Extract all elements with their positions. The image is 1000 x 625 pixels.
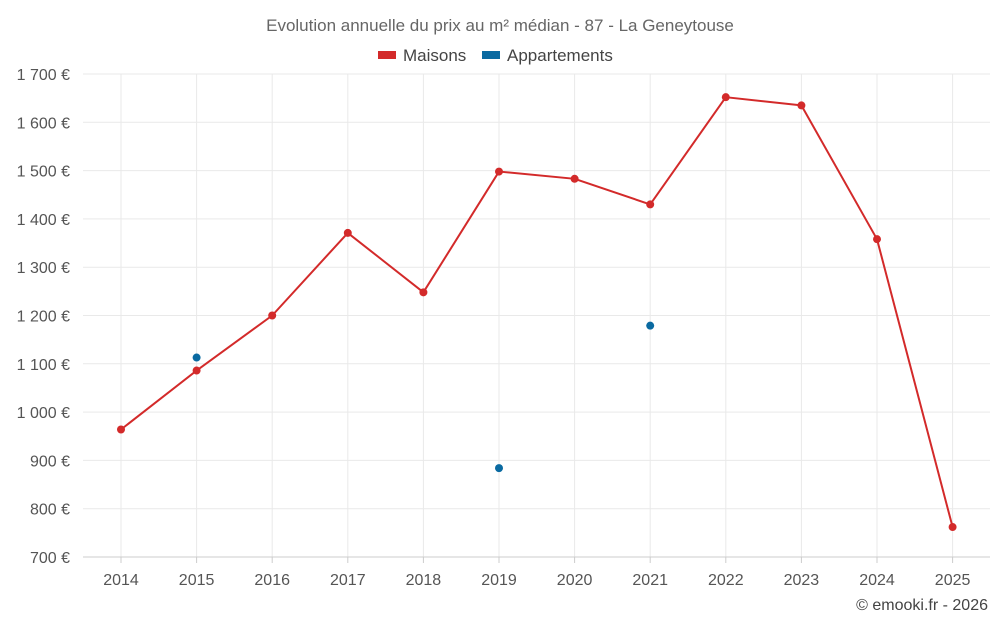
x-tick-label: 2015 xyxy=(179,572,215,589)
x-tick-label: 2021 xyxy=(632,572,668,589)
y-tick-label: 700 € xyxy=(30,550,70,567)
x-tick-label: 2014 xyxy=(103,572,139,589)
y-tick-label: 1 500 € xyxy=(17,164,70,181)
legend-label-maisons[interactable]: Maisons xyxy=(403,46,466,65)
x-tick-label: 2016 xyxy=(254,572,290,589)
data-point-maisons[interactable] xyxy=(873,235,881,244)
x-tick-label: 2022 xyxy=(708,572,744,589)
x-tick-label: 2024 xyxy=(859,572,895,589)
x-tick-label: 2018 xyxy=(406,572,442,589)
y-tick-label: 1 700 € xyxy=(17,67,70,84)
chart-title: Evolution annuelle du prix au m² médian … xyxy=(266,16,734,35)
x-tick-label: 2019 xyxy=(481,572,517,589)
y-tick-label: 1 000 € xyxy=(17,405,70,422)
legend-swatch-maisons xyxy=(378,51,396,59)
series-line-maisons xyxy=(120,96,954,528)
x-tick-label: 2025 xyxy=(935,572,971,589)
x-tick-label: 2020 xyxy=(557,572,593,589)
data-point-maisons[interactable] xyxy=(721,93,730,102)
y-tick-label: 1 200 € xyxy=(17,309,70,326)
data-point-maisons[interactable] xyxy=(192,366,201,375)
data-point-maisons[interactable] xyxy=(343,228,352,237)
y-tick-label: 900 € xyxy=(30,453,70,470)
x-tick-label: 2017 xyxy=(330,572,366,589)
x-tick-label: 2023 xyxy=(784,572,820,589)
y-tick-label: 1 600 € xyxy=(17,115,70,132)
data-point-maisons[interactable] xyxy=(495,167,503,176)
legend: Maisons Appartements xyxy=(378,46,613,65)
data-point-appartements[interactable] xyxy=(192,353,201,362)
data-point-maisons[interactable] xyxy=(570,174,579,183)
data-point-maisons[interactable] xyxy=(797,101,806,110)
data-point-maisons[interactable] xyxy=(117,425,125,434)
data-point-maisons[interactable] xyxy=(268,311,277,320)
data-point-appartements[interactable] xyxy=(495,464,503,473)
y-tick-label: 1 100 € xyxy=(17,357,70,374)
credit-text: © emooki.fr - 2026 xyxy=(856,597,988,614)
data-point-appartements[interactable] xyxy=(646,321,655,330)
plot-area: 700 € 800 € 900 € 1 000 € 1 100 € 1 200 € 1 30… xyxy=(17,67,990,589)
legend-swatch-appartements xyxy=(482,51,500,59)
y-tick-label: 1 300 € xyxy=(17,260,70,277)
data-point-maisons[interactable] xyxy=(646,200,655,209)
y-tick-label: 1 400 € xyxy=(17,212,70,229)
legend-label-appartements[interactable]: Appartements xyxy=(507,46,613,65)
data-point-maisons[interactable] xyxy=(948,523,957,532)
y-tick-label: 800 € xyxy=(30,502,70,519)
data-point-maisons[interactable] xyxy=(419,288,428,297)
